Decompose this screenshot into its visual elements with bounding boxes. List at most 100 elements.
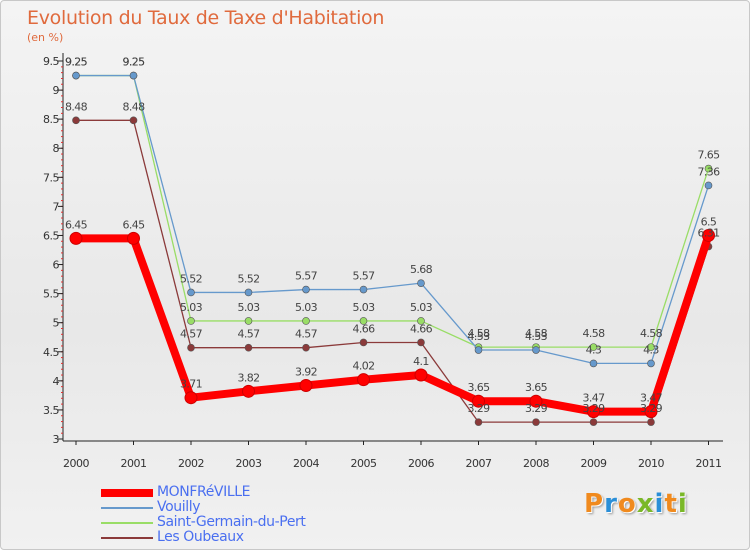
- y-tick-label: 6: [53, 259, 60, 272]
- data-label: 5.57: [295, 270, 318, 283]
- logo-letter: i: [677, 489, 688, 519]
- y-tick-label: 9.5: [43, 55, 59, 68]
- y-tick-label: 9: [53, 84, 60, 97]
- data-label: 9.25: [122, 56, 145, 69]
- chart-subtitle: (en %): [27, 31, 64, 44]
- data-point: [129, 71, 138, 80]
- logo-letter: t: [664, 489, 678, 519]
- x-tick-label: 2009: [581, 457, 607, 470]
- legend-label: Saint-Germain-du-Pert: [157, 514, 306, 530]
- data-point: [644, 405, 658, 419]
- x-tick-label: 2007: [466, 457, 492, 470]
- data-label: 3.92: [295, 365, 317, 378]
- data-label: 5.68: [410, 263, 433, 276]
- data-point: [359, 317, 368, 325]
- data-label: 5.57: [352, 270, 375, 283]
- legend-label: MONFRéVILLE: [157, 484, 251, 500]
- data-label: 5.03: [180, 301, 203, 314]
- data-label: 4.1: [413, 355, 429, 368]
- data-point: [647, 359, 655, 368]
- data-label: 7.65: [697, 149, 720, 162]
- x-tick-label: 2010: [638, 457, 664, 470]
- x-tick-label: 2002: [178, 457, 204, 470]
- data-label: 3.29: [640, 402, 663, 415]
- data-label: 6.45: [122, 218, 145, 231]
- logo-letter: x: [636, 489, 655, 519]
- data-point: [704, 164, 713, 173]
- data-point: [69, 231, 83, 245]
- data-label: 4.57: [180, 328, 203, 341]
- data-point: [417, 317, 425, 325]
- y-tick-label: 5.5: [43, 288, 59, 301]
- data-point: [184, 391, 198, 405]
- y-tick-label: 3: [53, 433, 60, 446]
- data-label: 4.53: [525, 330, 548, 343]
- data-point: [357, 373, 370, 387]
- data-point: [129, 116, 138, 125]
- data-point: [244, 317, 253, 325]
- x-tick-label: 2006: [408, 457, 434, 470]
- data-label: 3.29: [525, 402, 548, 415]
- y-tick-label: 3.5: [43, 404, 59, 417]
- x-tick-label: 2008: [523, 457, 549, 470]
- data-point: [647, 343, 655, 351]
- data-label: 4.57: [295, 328, 318, 341]
- y-tick-label: 6.5: [43, 229, 59, 242]
- legend-swatch: [101, 537, 153, 539]
- x-tick-label: 2011: [696, 457, 722, 470]
- x-tick-label: 2003: [236, 457, 262, 470]
- data-point: [532, 418, 540, 426]
- data-label: 6.5: [701, 215, 717, 228]
- logo-letter: i: [654, 489, 665, 519]
- data-point: [127, 231, 140, 245]
- y-tick-label: 4.5: [43, 346, 59, 359]
- logo-letter: P: [584, 489, 605, 519]
- data-label: 4.58: [525, 327, 548, 340]
- data-label: 4.53: [467, 330, 490, 343]
- y-tick-label: 8.5: [43, 113, 59, 126]
- data-label: 4.66: [410, 322, 433, 335]
- data-label: 4.3: [586, 343, 602, 356]
- data-label: 8.48: [122, 100, 145, 113]
- data-label: 3.47: [582, 392, 605, 405]
- data-point: [242, 384, 255, 398]
- x-tick-label: 2000: [63, 457, 89, 470]
- x-tick-label: 2005: [351, 457, 377, 470]
- data-label: 4.58: [582, 327, 605, 340]
- data-point: [647, 418, 655, 426]
- data-label: 5.03: [295, 301, 318, 314]
- data-label: 5.52: [237, 272, 259, 285]
- data-label: 3.47: [640, 392, 663, 405]
- data-label: 6.31: [697, 227, 719, 240]
- data-point: [417, 338, 425, 347]
- data-point: [72, 71, 80, 80]
- x-tick-label: 2004: [293, 457, 319, 470]
- data-label: 6.45: [65, 218, 88, 231]
- legend-swatch: [101, 522, 153, 524]
- data-point: [302, 285, 310, 294]
- y-tick-label: 8: [53, 142, 60, 155]
- x-tick-label: 2001: [121, 457, 147, 470]
- data-label: 3.82: [237, 371, 259, 384]
- series-line-2: [75, 74, 710, 348]
- data-label: 5.03: [352, 301, 375, 314]
- y-tick-label: 5: [53, 317, 60, 330]
- data-label: 5.03: [410, 301, 433, 314]
- data-label: 4.58: [640, 327, 663, 340]
- data-point: [359, 285, 368, 294]
- data-label: 3.65: [525, 381, 548, 394]
- data-point: [302, 317, 310, 325]
- data-point: [702, 228, 715, 242]
- data-point: [589, 343, 598, 351]
- data-label: 9.25: [122, 56, 145, 69]
- series-line-0: [72, 231, 713, 416]
- series-line-3: [75, 119, 710, 423]
- data-point: [359, 338, 368, 347]
- data-point: [299, 378, 313, 392]
- data-label: 9.25: [65, 56, 88, 69]
- data-label: 4.66: [352, 322, 375, 335]
- y-tick-label: 7: [53, 200, 60, 213]
- data-label: 4.57: [237, 328, 260, 341]
- data-point: [474, 418, 483, 426]
